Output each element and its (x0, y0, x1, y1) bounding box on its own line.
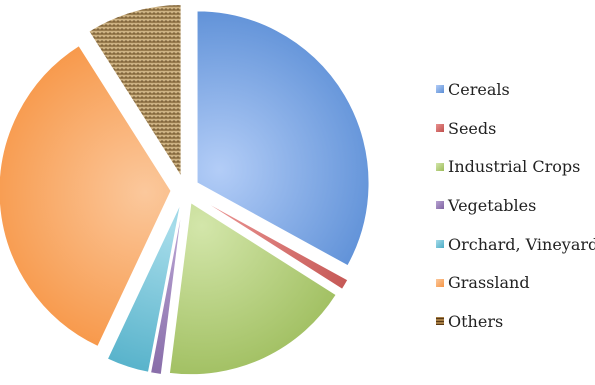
legend-label-cereals: Cereals (448, 79, 510, 99)
pie-slice-grassland (0, 44, 172, 348)
legend-label-vegetables: Vegetables (448, 195, 537, 215)
pie-slice-others (88, 4, 182, 179)
pie-slice-orchard-vineyard (106, 203, 182, 373)
legend-label-seeds: Seeds (448, 118, 497, 138)
legend-label-orchard-vineyard: Orchard, Vineyard (448, 234, 595, 254)
legend-item-vegetables: Vegetables (436, 186, 595, 225)
pie-slice-seeds (196, 196, 349, 290)
legend-swatch-cereals (436, 85, 444, 94)
legend-item-seeds: Seeds (436, 109, 595, 148)
pie-slice-cereals (196, 10, 370, 267)
legend-item-industrial-crops: Industrial Crops (436, 147, 595, 186)
pie-slice-vegetables (149, 203, 184, 376)
legend-item-grassland: Grassland (436, 263, 595, 302)
legend-swatch-seeds (436, 124, 444, 133)
legend-label-grassland: Grassland (448, 273, 530, 293)
legend-swatch-orchard-vineyard (436, 240, 444, 249)
legend-swatch-vegetables (436, 201, 444, 210)
legend-item-orchard-vineyard: Orchard, Vineyard (436, 225, 595, 264)
legend-item-cereals: Cereals (436, 70, 595, 109)
chart-legend: Cereals Seeds Industrial Crops Vegetables Or… (436, 70, 595, 341)
legend-swatch-grassland (436, 278, 444, 287)
legend-swatch-industrial-crops (436, 162, 444, 171)
pie-slices (0, 4, 370, 376)
legend-item-others: Others (436, 302, 595, 341)
legend-swatch-others (436, 317, 444, 326)
legend-label-others: Others (448, 311, 504, 331)
legend-label-industrial-crops: Industrial Crops (448, 157, 581, 177)
pie-slice-industrial-crops (168, 201, 337, 376)
